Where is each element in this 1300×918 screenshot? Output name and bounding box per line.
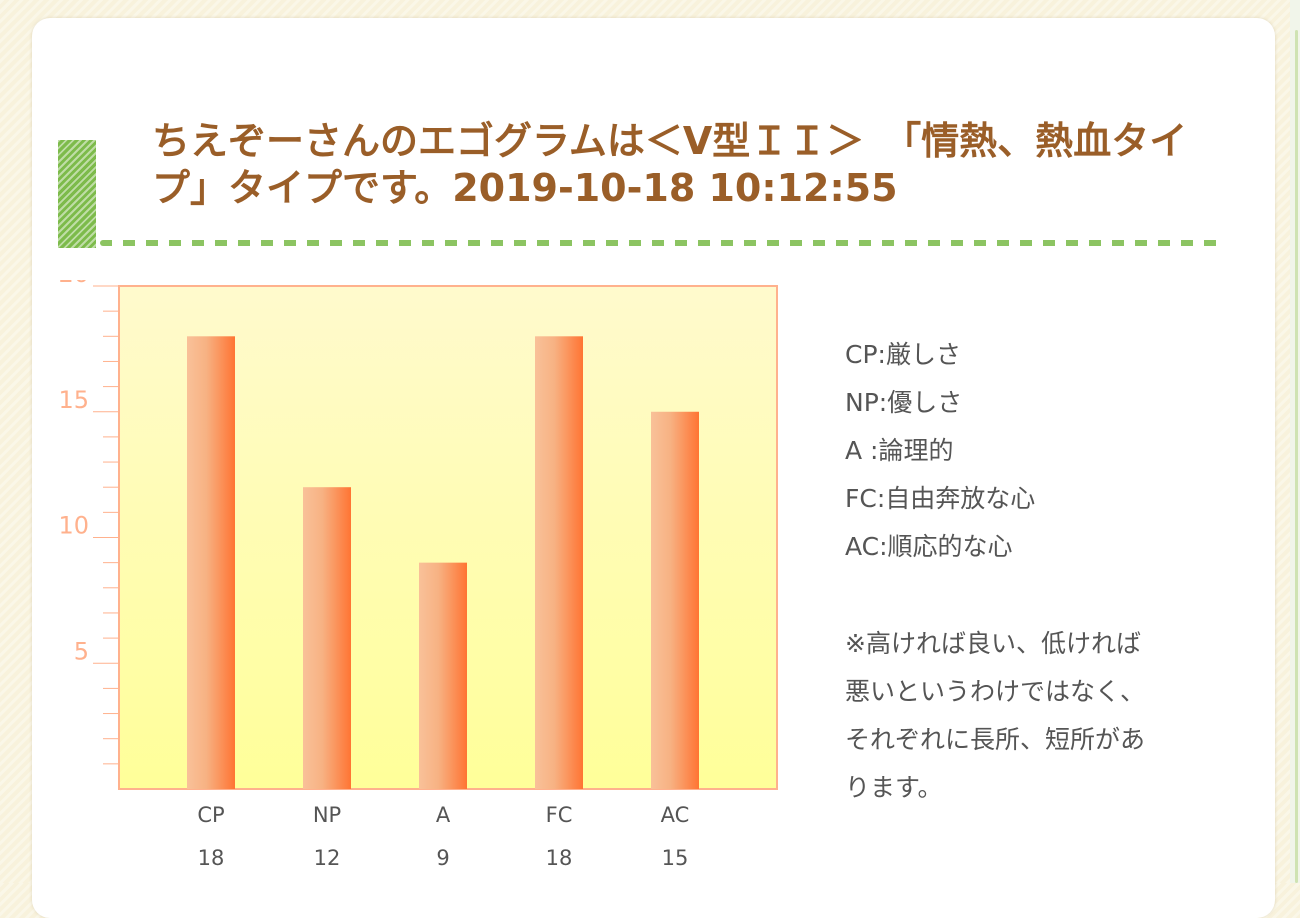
y-tick-label: 10 (58, 512, 89, 540)
y-tick-label: 15 (58, 386, 89, 414)
bar-np (303, 487, 351, 789)
legend-item-a: A :論理的 (845, 436, 954, 465)
x-axis-labels: CP 18 NP 12 A 9 FC 18 AC 15 (197, 803, 689, 870)
bars (187, 336, 699, 789)
bar-value-label: 15 (662, 846, 689, 870)
x-tick-label: A (436, 803, 451, 827)
edge-stripe (1295, 30, 1298, 883)
x-tick-label: FC (546, 803, 573, 827)
y-axis: 5 10 15 20 (58, 280, 119, 765)
bar-value-label: 18 (198, 846, 225, 870)
legend-item-np: NP:優しさ (845, 388, 963, 417)
title-marker (58, 140, 96, 248)
x-tick-label: NP (313, 803, 341, 827)
note-text: ※高ければ良い、低ければ悪いというわけではなく、それぞれに長所、短所があります。 (845, 629, 1146, 802)
x-tick-label: CP (197, 803, 224, 827)
legend: CP:厳しさ NP:優しさ A :論理的 FC:自由奔放な心 AC:順応的な心 (845, 335, 1145, 575)
bar-fc (535, 336, 583, 789)
legend-item-ac: AC:順応的な心 (845, 532, 1013, 561)
egogram-chart: 5 10 15 20 CP 18 NP 12 A 9 FC 18 AC 15 (58, 280, 778, 870)
bar-ac (651, 411, 699, 789)
bar-value-label: 12 (314, 846, 341, 870)
bar-value-label: 9 (436, 846, 449, 870)
bar-cp (187, 336, 235, 789)
legend-item-fc: FC:自由奔放な心 (845, 484, 1036, 513)
y-tick-label: 20 (58, 280, 89, 288)
y-tick-label: 5 (74, 637, 89, 665)
bar-value-label: 18 (546, 846, 573, 870)
x-tick-label: AC (661, 803, 690, 827)
legend-item-cp: CP:厳しさ (845, 340, 961, 369)
bar-a (419, 562, 467, 789)
page-title: ちえぞーさんのエゴグラムは＜V型ＩＩ＞ 「情熱、熱血タイプ」タイプです。2019… (152, 119, 1188, 210)
page-right-edge (1290, 0, 1300, 883)
title-underline (100, 240, 1222, 246)
